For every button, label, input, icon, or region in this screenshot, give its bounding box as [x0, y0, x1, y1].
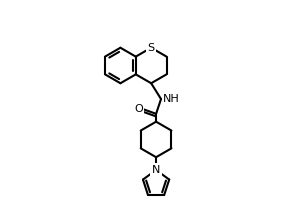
Text: NH: NH: [163, 94, 180, 104]
Text: S: S: [148, 43, 155, 53]
Text: O: O: [134, 104, 143, 114]
Text: N: N: [152, 165, 160, 175]
